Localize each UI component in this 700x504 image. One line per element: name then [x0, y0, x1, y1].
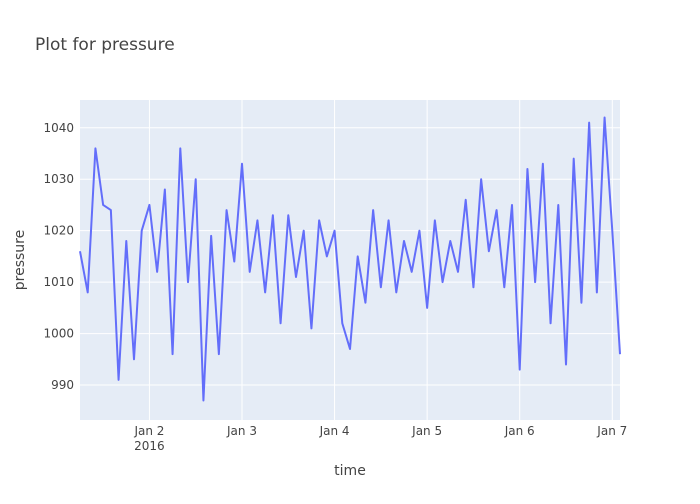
y-tick-label: 1040: [43, 121, 74, 135]
x-axis-title: time: [334, 463, 366, 479]
y-tick-label: 1030: [43, 172, 74, 186]
x-tick-label: Jan 4: [319, 424, 350, 438]
x-tick-label: Jan 2 2016: [133, 424, 164, 453]
y-axis-title: pressure: [12, 230, 28, 290]
y-tick-label: 1000: [43, 327, 74, 341]
x-tick-label: Jan 3: [226, 424, 257, 438]
chart-title: Plot for pressure: [35, 35, 175, 55]
x-tick-label: Jan 7: [596, 424, 627, 438]
x-tick-label: Jan 6: [504, 424, 535, 438]
data-line: [79, 116, 621, 402]
x-tick-label: Jan 5: [411, 424, 442, 438]
y-tick-label: 1010: [43, 275, 74, 289]
y-tick-label: 990: [51, 378, 74, 392]
y-tick-label: 1020: [43, 224, 74, 238]
plot-background: [80, 100, 620, 420]
